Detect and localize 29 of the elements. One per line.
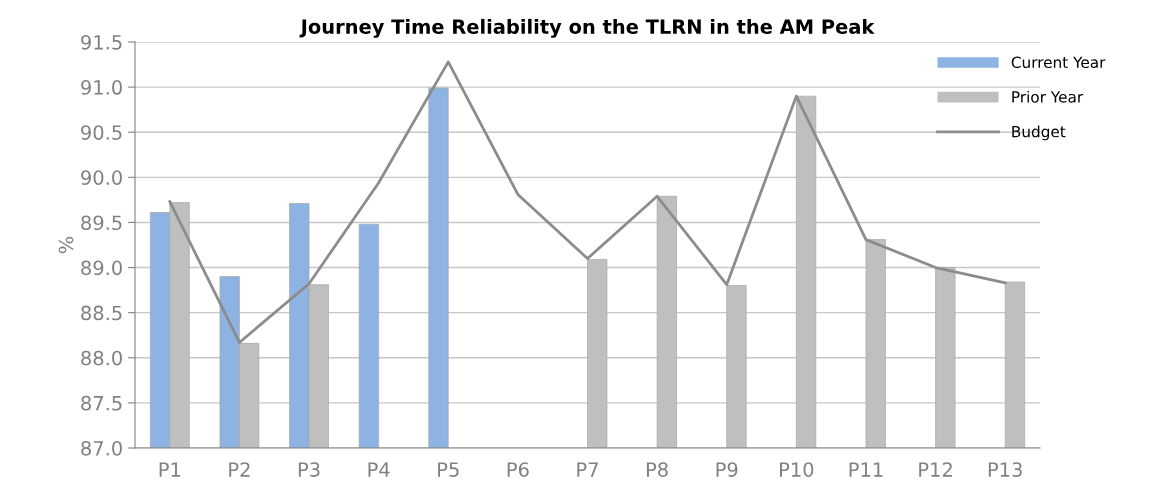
y-tick-label: 88.5 — [81, 305, 122, 321]
x-tick-label: P12 — [919, 462, 952, 477]
y-tick-label: 87.0 — [81, 440, 122, 456]
legend-label: Budget — [1012, 125, 1066, 141]
x-tick-label: P11 — [849, 462, 883, 477]
y-axis-title: % — [58, 236, 74, 254]
chart-title: Journey Time Reliability on the TLRN in the AM Peak — [299, 18, 875, 38]
y-tick-label: 89.0 — [81, 260, 122, 276]
x-tick-label: P10 — [780, 462, 814, 477]
legend-label: Prior Year — [1012, 90, 1084, 103]
x-tick-label: P1 — [159, 462, 181, 477]
x-tick-label: P2 — [229, 462, 250, 477]
y-tick-label: 87.5 — [81, 395, 122, 411]
x-tick-label: P13 — [988, 462, 1022, 477]
line-series — [168, 60, 1007, 344]
y-tick-label: 91.5 — [81, 34, 122, 50]
x-tick-label: P4 — [368, 462, 390, 477]
y-tick-label: 90.5 — [81, 125, 122, 140]
y-tick-label: 88.0 — [81, 350, 122, 366]
x-tick-label: P8 — [646, 462, 668, 477]
y-tick-label: 91.0 — [81, 80, 122, 95]
x-tick-label: P9 — [716, 462, 738, 477]
x-tick-label: P5 — [438, 462, 459, 477]
legend-label: Current Year — [1011, 56, 1106, 69]
x-tick-label: P6 — [507, 462, 529, 477]
y-tick-label: 90.0 — [81, 170, 122, 185]
x-tick-label: P3 — [298, 462, 320, 477]
x-tick-label: P7 — [577, 462, 598, 477]
y-tick-label: 89.5 — [81, 215, 122, 231]
